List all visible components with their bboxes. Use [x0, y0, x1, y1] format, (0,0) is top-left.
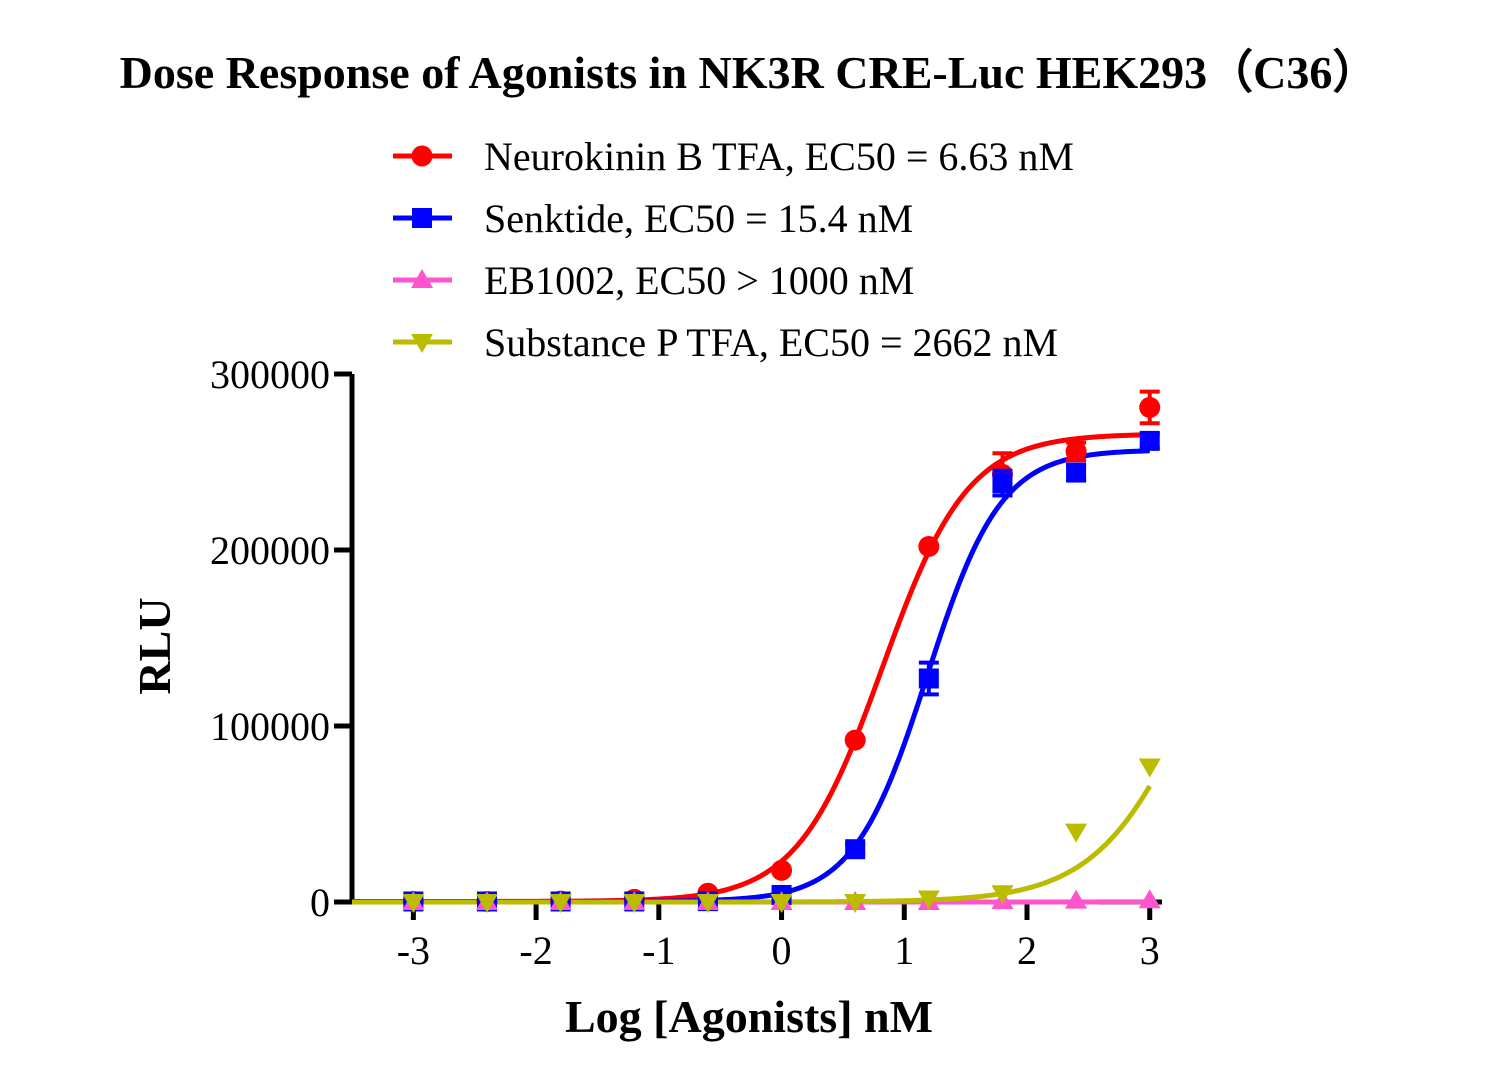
fit-curve-2	[352, 451, 1150, 902]
legend-label: Substance P TFA, EC50 = 2662 nM	[484, 320, 1058, 365]
x-tick-label: -3	[397, 928, 430, 973]
legend-marker	[412, 146, 433, 167]
y-axis-title: RLU	[129, 597, 180, 694]
legend-label: Senktide, EC50 = 15.4 nM	[484, 196, 913, 241]
y-tick-label: 300000	[210, 352, 330, 397]
fit-curve-1	[352, 435, 1150, 902]
data-point	[845, 730, 866, 751]
x-axis-title: Log [Agonists] nM	[565, 991, 933, 1042]
legend-marker	[412, 208, 432, 228]
chart-title: Dose Response of Agonists in NK3R CRE-Lu…	[0, 36, 1498, 102]
fit-curve-4	[352, 786, 1150, 902]
x-tick-label: 3	[1140, 928, 1160, 973]
data-point	[1139, 397, 1160, 418]
data-point	[918, 536, 939, 557]
x-tick-label: 2	[1017, 928, 1037, 973]
x-tick-label: 1	[894, 928, 914, 973]
y-tick-label: 0	[310, 880, 330, 925]
data-point	[992, 473, 1012, 493]
x-tick-label: -1	[642, 928, 675, 973]
data-point	[1066, 463, 1086, 483]
data-point	[845, 839, 865, 859]
legend-label: Neurokinin B TFA, EC50 = 6.63 nM	[484, 134, 1074, 179]
legend: Neurokinin B TFA, EC50 = 6.63 nM Senktide…	[393, 134, 1074, 365]
data-point	[1139, 758, 1161, 777]
x-tick-label: 0	[772, 928, 792, 973]
x-tick-label: -2	[519, 928, 552, 973]
data-point	[1066, 441, 1087, 462]
y-tick-label: 100000	[210, 704, 330, 749]
data-point	[771, 860, 792, 881]
data-point	[1140, 431, 1160, 451]
data-points	[402, 392, 1160, 913]
data-point	[1139, 889, 1161, 908]
data-point	[919, 668, 939, 688]
legend-label: EB1002, EC50 > 1000 nM	[484, 258, 914, 303]
y-tick-label: 200000	[210, 528, 330, 573]
data-point	[1065, 824, 1087, 843]
data-point	[1065, 890, 1087, 909]
fit-curves	[352, 435, 1150, 902]
